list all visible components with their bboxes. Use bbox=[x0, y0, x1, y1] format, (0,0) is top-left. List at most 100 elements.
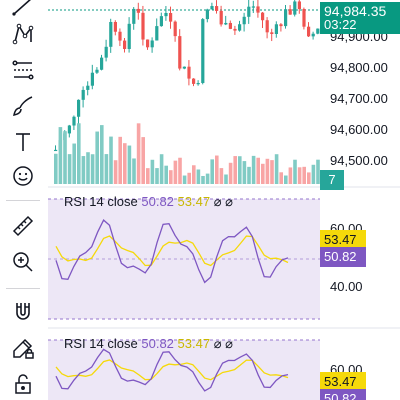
candle-body bbox=[104, 46, 108, 58]
volume-bar bbox=[90, 154, 95, 184]
candle-body bbox=[256, 6, 260, 13]
rsi-axis-tick: 40.00 bbox=[330, 279, 363, 294]
candle-body bbox=[123, 40, 127, 49]
rsi-pane-2-ma-line bbox=[55, 359, 289, 381]
volume-bar bbox=[219, 168, 224, 184]
candle-body bbox=[182, 66, 186, 69]
rsi-ma-value: 53.47 bbox=[177, 336, 211, 351]
price-axis-tick: 94,500.00 bbox=[330, 153, 388, 168]
lock-drawing-icon[interactable] bbox=[7, 332, 39, 364]
candle-body bbox=[233, 28, 237, 31]
candle-body bbox=[224, 22, 228, 25]
rsi-pane-1-rsi-line bbox=[55, 219, 289, 284]
polyline-pattern-icon[interactable] bbox=[7, 18, 39, 50]
volume-bar bbox=[307, 172, 311, 184]
rsi-pane-2-legend[interactable]: RSI 14 close 50.82 53.47 ⌀ ⌀ bbox=[64, 336, 233, 352]
candle-body bbox=[279, 24, 283, 27]
rsi-pane-1-background bbox=[48, 199, 320, 319]
volume-bar bbox=[251, 155, 256, 184]
candle-body bbox=[201, 19, 205, 84]
volume-bar bbox=[228, 162, 233, 184]
chart-area[interactable]: 94,900.00 94,800.00 94,700.00 94,600.00 … bbox=[48, 0, 400, 400]
candle-body bbox=[150, 40, 154, 48]
rsi-ma-badge: 53.47 bbox=[320, 372, 366, 392]
volume-bar bbox=[265, 158, 270, 184]
eye-off-icon[interactable]: ⌀ bbox=[225, 194, 233, 209]
volume-bar bbox=[136, 123, 141, 184]
volume-bar bbox=[169, 170, 173, 184]
chart-canvas[interactable] bbox=[48, 0, 400, 400]
volume-bar bbox=[316, 159, 320, 184]
eye-off-icon[interactable]: ⌀ bbox=[213, 336, 222, 351]
rsi-length: 14 bbox=[89, 336, 104, 351]
rsi-source: close bbox=[107, 336, 138, 351]
rsi-value: 50.82 bbox=[141, 194, 174, 209]
drawing-toolbar bbox=[0, 0, 46, 400]
candle-body bbox=[297, 1, 301, 9]
candle-body bbox=[67, 125, 71, 134]
volume-bar bbox=[311, 164, 316, 184]
volume-bar bbox=[270, 160, 274, 184]
volume-badge: 7 bbox=[320, 170, 344, 190]
candle-body bbox=[90, 72, 94, 86]
volume-bar bbox=[215, 155, 219, 184]
volume-bar bbox=[302, 166, 306, 184]
rsi-length: 14 bbox=[89, 194, 104, 209]
current-price-value: 94,984.35 bbox=[324, 3, 387, 19]
eye-off-icon[interactable]: ⌀ bbox=[225, 336, 233, 351]
candle-body bbox=[77, 99, 81, 117]
rsi-pane-1-ma-line bbox=[55, 235, 289, 267]
rsi-pane-1-legend[interactable]: RSI 14 close 50.82 53.47 ⌀ ⌀ bbox=[64, 194, 233, 210]
magnet-icon[interactable] bbox=[7, 296, 39, 328]
candle-body bbox=[210, 6, 214, 10]
candle-body bbox=[127, 23, 131, 49]
candle-body bbox=[118, 31, 122, 41]
candle-body bbox=[141, 12, 145, 40]
candle-body bbox=[316, 28, 320, 34]
volume-bar bbox=[132, 158, 136, 184]
rsi-ma-value: 53.47 bbox=[177, 194, 211, 209]
volume-bar bbox=[201, 175, 205, 184]
volume-bar bbox=[205, 173, 210, 184]
unlock-icon[interactable] bbox=[7, 368, 39, 400]
candle-body bbox=[113, 21, 117, 32]
volume-bar bbox=[210, 159, 214, 184]
volume-bar bbox=[182, 175, 187, 184]
fib-retracement-icon[interactable] bbox=[7, 54, 39, 86]
candle-body bbox=[293, 1, 297, 15]
toolbar-separator bbox=[6, 200, 40, 201]
volume-bar bbox=[118, 136, 122, 184]
trend-line-icon[interactable] bbox=[7, 0, 39, 22]
eye-off-icon[interactable]: ⌀ bbox=[213, 194, 222, 209]
text-icon[interactable] bbox=[7, 126, 39, 158]
rsi-title: RSI bbox=[64, 336, 86, 351]
candle-body bbox=[54, 149, 58, 152]
candlestick-series bbox=[54, 0, 320, 152]
volume-bar bbox=[293, 159, 297, 184]
volume-bar bbox=[123, 143, 127, 184]
volume-bar bbox=[77, 123, 81, 184]
volume-bar bbox=[288, 167, 293, 184]
volume-bar bbox=[109, 136, 113, 184]
rsi-ma-badge: 53.47 bbox=[320, 230, 366, 250]
candle-body bbox=[311, 33, 315, 37]
candle-body bbox=[228, 22, 232, 29]
zoom-in-icon[interactable] bbox=[7, 246, 39, 278]
candle-body bbox=[72, 116, 76, 126]
candle-body bbox=[251, 6, 255, 8]
volume-bar bbox=[113, 160, 118, 184]
rsi-value-badge: 50.82 bbox=[320, 389, 366, 400]
candle-body bbox=[81, 89, 85, 100]
ruler-icon[interactable] bbox=[7, 210, 39, 242]
emoji-icon[interactable] bbox=[7, 160, 39, 192]
candle-body bbox=[173, 21, 177, 37]
candle-body bbox=[284, 9, 288, 27]
volume-bar bbox=[247, 166, 251, 184]
volume-bar bbox=[150, 159, 155, 184]
volume-bar bbox=[279, 172, 283, 184]
brush-icon[interactable] bbox=[7, 90, 39, 122]
candle-body bbox=[270, 32, 274, 34]
volume-bar bbox=[256, 157, 260, 184]
candle-body bbox=[265, 20, 269, 33]
volume-bar bbox=[155, 168, 159, 184]
